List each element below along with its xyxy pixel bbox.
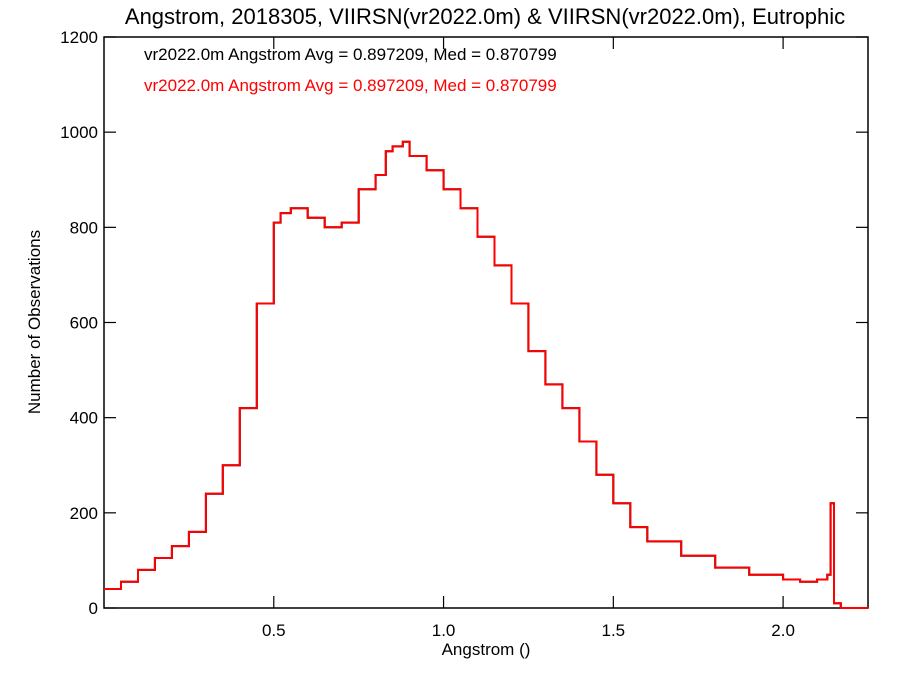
axis-ticks: [104, 36, 868, 609]
legend-entry-black: vr2022.0m Angstrom Avg = 0.897209, Med =…: [144, 45, 557, 64]
x-tick-label: 1.0: [432, 621, 456, 640]
chart-title: Angstrom, 2018305, VIIRSN(vr2022.0m) & V…: [125, 4, 845, 29]
y-tick-label: 800: [70, 218, 98, 237]
y-tick-label: 1000: [60, 123, 98, 142]
legend-entry-red: vr2022.0m Angstrom Avg = 0.897209, Med =…: [144, 76, 557, 95]
x-tick-label: 2.0: [771, 621, 795, 640]
series-line-red: [104, 140, 868, 609]
series-layer: [104, 140, 868, 609]
y-tick-label: 200: [70, 504, 98, 523]
x-tick-label: 1.5: [602, 621, 626, 640]
y-axis-label: Number of Observations: [25, 230, 44, 414]
x-axis-label: Angstrom (): [442, 640, 531, 659]
axis-tick-labels: 0.5 1.0 1.5 2.0 0 200 400 600 800 1000 1200: [60, 28, 795, 640]
series-line-black: [104, 140, 868, 609]
y-tick-label: 400: [70, 409, 98, 428]
y-tick-label: 1200: [60, 28, 98, 47]
plot-frame: [103, 36, 869, 609]
y-tick-label: 600: [70, 314, 98, 333]
y-tick-label: 0: [89, 599, 98, 618]
x-tick-label: 0.5: [262, 621, 286, 640]
